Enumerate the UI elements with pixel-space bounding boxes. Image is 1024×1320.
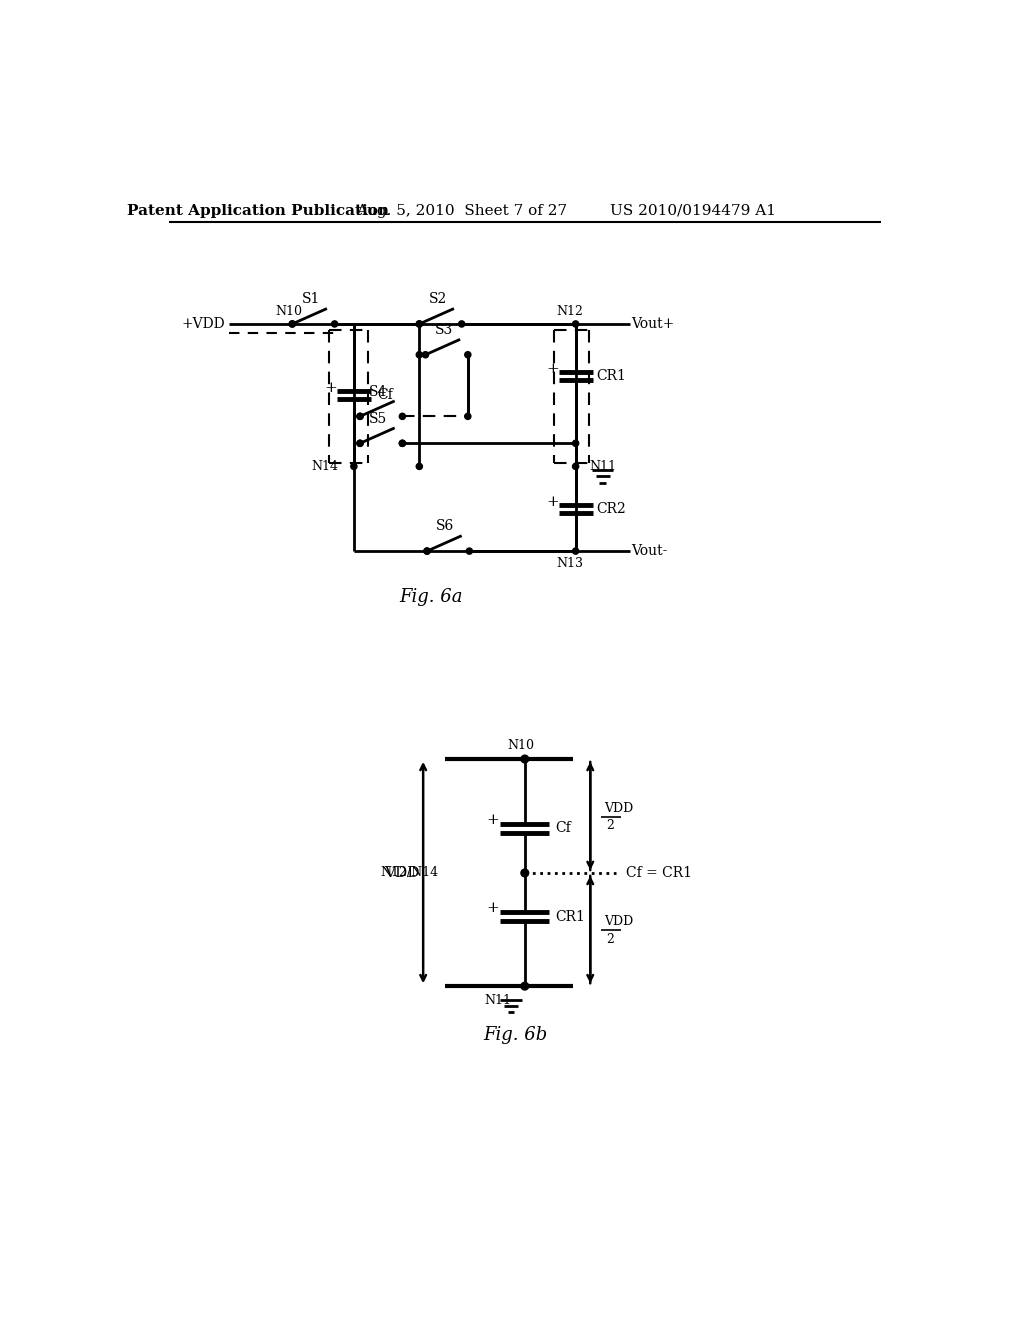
Circle shape	[332, 321, 338, 327]
Text: +: +	[325, 381, 337, 395]
Circle shape	[521, 755, 528, 763]
Text: 2: 2	[606, 820, 614, 833]
Circle shape	[399, 441, 406, 446]
Text: +VDD: +VDD	[181, 317, 225, 331]
Circle shape	[424, 548, 430, 554]
Circle shape	[424, 548, 430, 554]
Circle shape	[416, 321, 422, 327]
Text: N14: N14	[311, 459, 338, 473]
Text: Cf: Cf	[556, 821, 571, 836]
Text: Fig. 6b: Fig. 6b	[483, 1026, 548, 1044]
Text: N11: N11	[590, 459, 616, 473]
Circle shape	[465, 351, 471, 358]
Text: +: +	[486, 813, 500, 826]
Circle shape	[466, 548, 472, 554]
Circle shape	[289, 321, 295, 327]
Text: N13: N13	[556, 557, 583, 570]
Text: S4: S4	[370, 384, 388, 399]
Text: N12/N14: N12/N14	[381, 866, 438, 879]
Circle shape	[521, 869, 528, 876]
Circle shape	[351, 463, 357, 470]
Text: CR1: CR1	[556, 909, 586, 924]
Text: Aug. 5, 2010  Sheet 7 of 27: Aug. 5, 2010 Sheet 7 of 27	[356, 203, 567, 218]
Text: Cf = CR1: Cf = CR1	[626, 866, 691, 880]
Text: N11: N11	[484, 994, 511, 1007]
Circle shape	[572, 548, 579, 554]
Circle shape	[357, 441, 364, 446]
Text: S3: S3	[435, 323, 453, 337]
Circle shape	[357, 413, 364, 420]
Text: +: +	[546, 363, 559, 376]
Text: VDD: VDD	[604, 915, 634, 928]
Text: Fig. 6a: Fig. 6a	[399, 589, 463, 606]
Circle shape	[357, 441, 364, 446]
Text: +: +	[486, 902, 500, 915]
Text: S6: S6	[436, 520, 455, 533]
Text: Vout+: Vout+	[631, 317, 675, 331]
Circle shape	[521, 982, 528, 990]
Circle shape	[572, 321, 579, 327]
Text: 2: 2	[606, 933, 614, 946]
Text: N12: N12	[556, 305, 583, 318]
Circle shape	[289, 321, 295, 327]
Text: Patent Application Publication: Patent Application Publication	[127, 203, 389, 218]
Circle shape	[465, 413, 471, 420]
Circle shape	[572, 463, 579, 470]
Circle shape	[459, 321, 465, 327]
Text: S2: S2	[429, 292, 446, 306]
Circle shape	[357, 413, 364, 420]
Text: CR1: CR1	[596, 370, 627, 383]
Circle shape	[416, 463, 422, 470]
Text: Cf: Cf	[377, 388, 393, 401]
Text: N10: N10	[508, 739, 535, 752]
Circle shape	[399, 441, 406, 446]
Text: S5: S5	[370, 412, 388, 425]
Circle shape	[416, 321, 422, 327]
Circle shape	[416, 351, 422, 358]
Text: Vout-: Vout-	[631, 544, 668, 558]
Text: US 2010/0194479 A1: US 2010/0194479 A1	[609, 203, 775, 218]
Text: VDD: VDD	[604, 801, 634, 814]
Text: N10: N10	[274, 305, 302, 318]
Circle shape	[399, 413, 406, 420]
Circle shape	[572, 441, 579, 446]
Text: CR2: CR2	[596, 502, 626, 516]
Text: VDD: VDD	[385, 866, 420, 879]
Text: S1: S1	[301, 292, 319, 306]
Text: +: +	[546, 495, 559, 508]
Circle shape	[422, 351, 429, 358]
